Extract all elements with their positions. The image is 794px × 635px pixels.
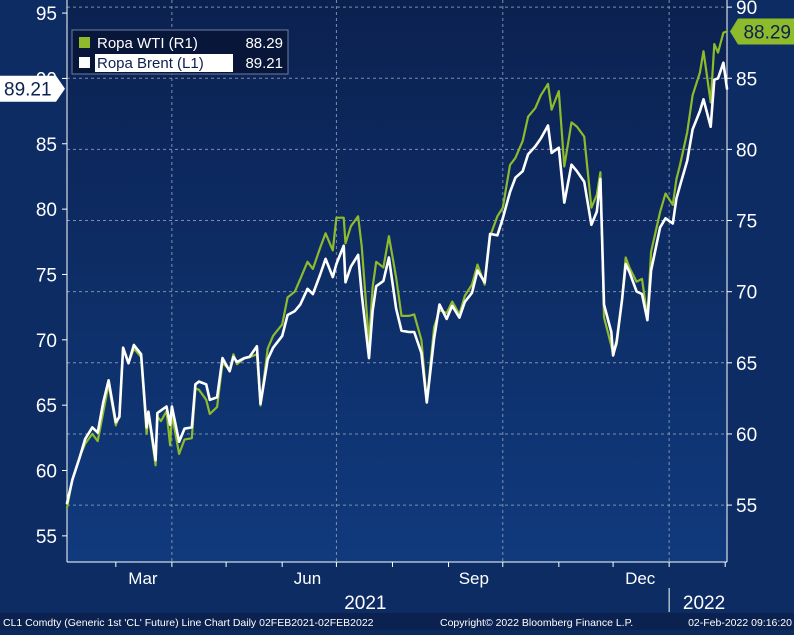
y-left-tick-label: 70 xyxy=(36,331,57,352)
legend-label-brent: Ropa Brent (L1) xyxy=(97,55,204,72)
legend-swatch-wti xyxy=(79,37,90,48)
y-left-tick-label: 55 xyxy=(36,527,57,548)
footer-timestamp: 02-Feb-2022 09:16:20 xyxy=(688,617,792,629)
label-layer: 88.29 89.21 xyxy=(0,18,794,102)
x-month-label: Dec xyxy=(625,569,656,588)
y-right-tick-label: 80 xyxy=(736,140,757,161)
footer-bar xyxy=(0,613,794,630)
legend-swatch-brent xyxy=(79,57,90,68)
footer: CL1 Comdty (Generic 1st 'CL' Future) Lin… xyxy=(0,613,794,630)
y-right-tick-label: 75 xyxy=(736,212,757,233)
last-value-brent: 89.21 xyxy=(4,80,52,101)
y-right-tick-label: 90 xyxy=(736,0,757,19)
x-year-label: 2022 xyxy=(683,593,725,614)
y-right-tick-label: 70 xyxy=(736,283,757,304)
last-value-tag-brent xyxy=(0,75,65,102)
y-left-tick-label: 80 xyxy=(36,200,57,221)
y-left-tick-label: 85 xyxy=(36,135,57,156)
series-layer xyxy=(65,30,729,509)
legend: Ropa WTI (R1) 88.29 Ropa Brent (L1) 89.2… xyxy=(71,29,289,75)
y-right-tick-label: 65 xyxy=(736,354,757,375)
axis-layer: 5560657075808590955560657075808590MarJun… xyxy=(36,0,757,614)
legend-value-brent: 89.21 xyxy=(245,55,283,72)
last-value-wti: 88.29 xyxy=(743,22,791,43)
y-left-tick-label: 60 xyxy=(36,462,57,483)
footer-source: CL1 Comdty (Generic 1st 'CL' Future) Lin… xyxy=(3,617,374,629)
legend-label-wti: Ropa WTI (R1) xyxy=(97,35,198,52)
x-month-label: Sep xyxy=(459,569,489,588)
y-left-tick-label: 95 xyxy=(36,4,57,25)
legend-value-wti: 88.29 xyxy=(245,35,283,52)
x-month-label: Jun xyxy=(294,569,321,588)
y-left-tick-label: 65 xyxy=(36,396,57,417)
legend-label-brent-highlight xyxy=(95,54,233,72)
y-right-tick-label: 60 xyxy=(736,425,757,446)
footer-copyright: Copyright© 2022 Bloomberg Finance L.P. xyxy=(440,617,633,629)
y-right-tick-label: 85 xyxy=(736,69,757,90)
last-value-tag-wti xyxy=(730,18,794,45)
x-month-label: Mar xyxy=(128,569,158,588)
y-right-tick-label: 55 xyxy=(736,496,757,517)
x-year-label: 2021 xyxy=(344,593,386,614)
y-left-tick-label: 75 xyxy=(36,265,57,286)
series-line-brent xyxy=(65,61,729,505)
